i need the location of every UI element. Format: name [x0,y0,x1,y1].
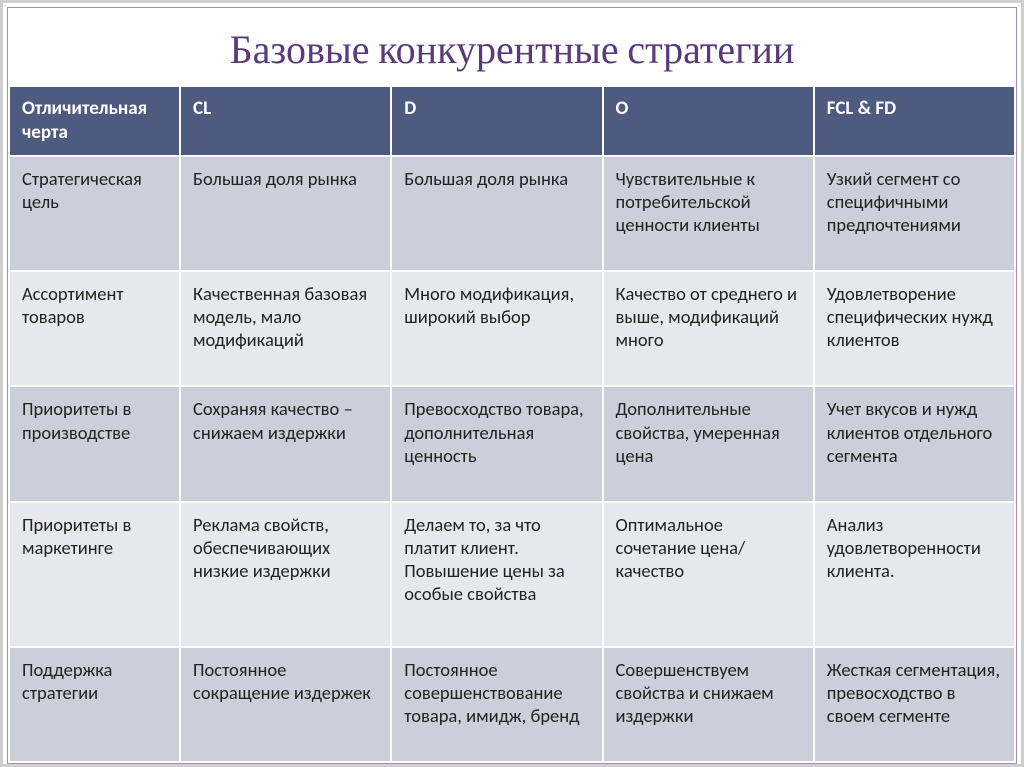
table-row: Стратегическая цель Большая доля рынка Б… [9,156,1015,271]
table-header-row: Отличительная черта CL D O FCL & FD [9,86,1015,156]
cell: Чувствительные к потребительской ценност… [603,156,814,271]
table-row: Приоритеты в производстве Сохраняя качес… [9,386,1015,501]
cell: Большая доля рынка [391,156,602,271]
cell: Качественная базовая модель, мало модифи… [180,271,391,386]
cell: Удовлетворение специфических нужд клиент… [814,271,1015,386]
cell: Реклама свойств, обеспечивающих низкие и… [180,502,391,647]
col-header: O [603,86,814,156]
col-header: CL [180,86,391,156]
col-header: FCL & FD [814,86,1015,156]
cell: Дополнительные свойства, умеренная цена [603,386,814,501]
table-row: Ассортимент товаров Качественная базовая… [9,271,1015,386]
inner-frame: Базовые конкурентные стратегии Отличител… [7,7,1017,764]
cell: Сохраняя качество – снижаем издержки [180,386,391,501]
col-header: Отличительная черта [9,86,180,156]
cell: Постоянное совершенствование товара, ими… [391,647,602,762]
row-label: Поддержка стратегии [9,647,180,762]
cell: Узкий сегмент со специфичными предпочтен… [814,156,1015,271]
cell: Превосходство товара, дополнительная цен… [391,386,602,501]
row-label: Приоритеты в маркетинге [9,502,180,647]
cell: Учет вкусов и нужд клиентов отдельного с… [814,386,1015,501]
table-row: Приоритеты в маркетинге Реклама свойств,… [9,502,1015,647]
cell: Делаем то, за что платит клиент. Повышен… [391,502,602,647]
row-label: Ассортимент товаров [9,271,180,386]
slide-frame: Базовые конкурентные стратегии Отличител… [0,0,1024,767]
strategies-table: Отличительная черта CL D O FCL & FD Стра… [8,85,1016,763]
row-label: Стратегическая цель [9,156,180,271]
cell: Совершенствуем свойства и снижаем издерж… [603,647,814,762]
cell: Постоянное сокращение издержек [180,647,391,762]
page-title: Базовые конкурентные стратегии [8,8,1016,85]
cell: Качество от среднего и выше, модификаций… [603,271,814,386]
col-header: D [391,86,602,156]
table-row: Поддержка стратегии Постоянное сокращени… [9,647,1015,762]
row-label: Приоритеты в производстве [9,386,180,501]
cell: Большая доля рынка [180,156,391,271]
cell: Много модификация, широкий выбор [391,271,602,386]
cell: Анализ удовлетворенности клиента. [814,502,1015,647]
cell: Оптимальное сочетание цена/качество [603,502,814,647]
cell: Жесткая сегментация, превосходство в сво… [814,647,1015,762]
